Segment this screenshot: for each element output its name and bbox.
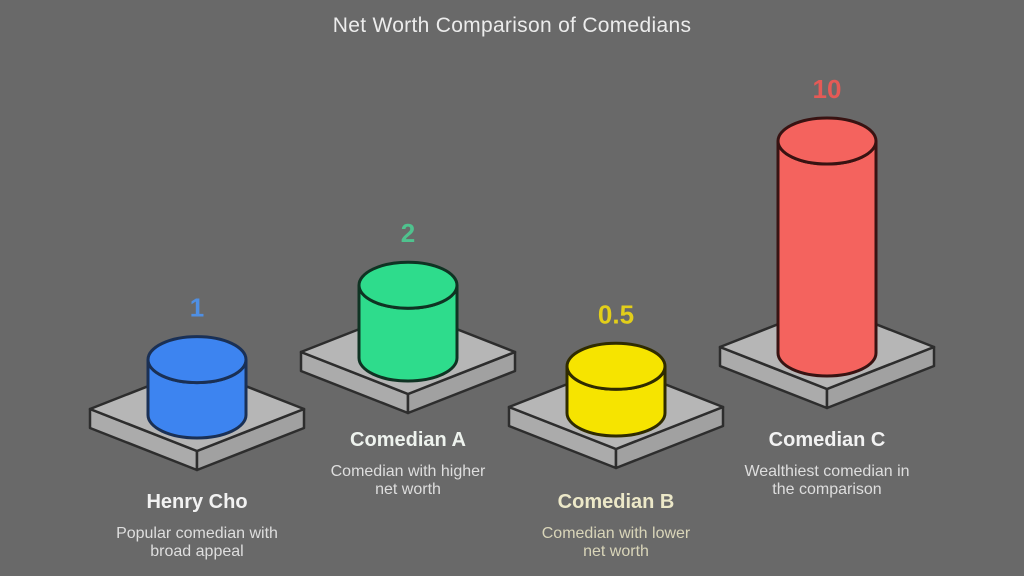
bar-description: Comedian with lower net worth [501,525,731,561]
bar-description-line: Comedian with higher [330,463,486,480]
bar-description-line: broad appeal [150,543,244,560]
value-label: 0.5 [598,299,634,329]
bar-name-label: Comedian B [557,491,675,513]
cylinder-bar [146,335,248,385]
value-label: 1 [190,293,204,323]
bar-description-line: the comparison [772,481,882,498]
bar-label-group: Comedian C Wealthiest comedian in the co… [712,429,942,499]
bar-name-label: Henry Cho [146,491,248,513]
cylinder-bar [776,140,878,378]
bar-description-line: net worth [583,543,649,560]
cylinder-bar [776,116,878,166]
bar-label-group: Comedian B Comedian with lower net worth [501,491,731,561]
bar-label-group: Henry Cho Popular comedian with broad ap… [82,491,312,561]
bar-description-line: Wealthiest comedian in [744,463,910,480]
bar-description-line: Comedian with lower [541,525,691,542]
bar-description: Wealthiest comedian in the comparison [712,463,942,499]
bar-description: Comedian with higher net worth [293,463,523,499]
bar-description-line: net worth [375,481,441,498]
bar-description-line: Popular comedian with [116,525,278,542]
value-label: 2 [401,218,415,248]
bar-description: Popular comedian with broad appeal [82,525,312,561]
bar-name-label: Comedian C [768,429,886,451]
bar-name-label: Comedian A [350,429,466,451]
cylinder-bar [357,260,459,310]
value-label: 10 [813,74,842,104]
chart-title: Net Worth Comparison of Comedians [332,14,692,37]
bar-label-group: Comedian A Comedian with higher net wort… [293,429,523,499]
cylinder-bar [565,341,667,391]
